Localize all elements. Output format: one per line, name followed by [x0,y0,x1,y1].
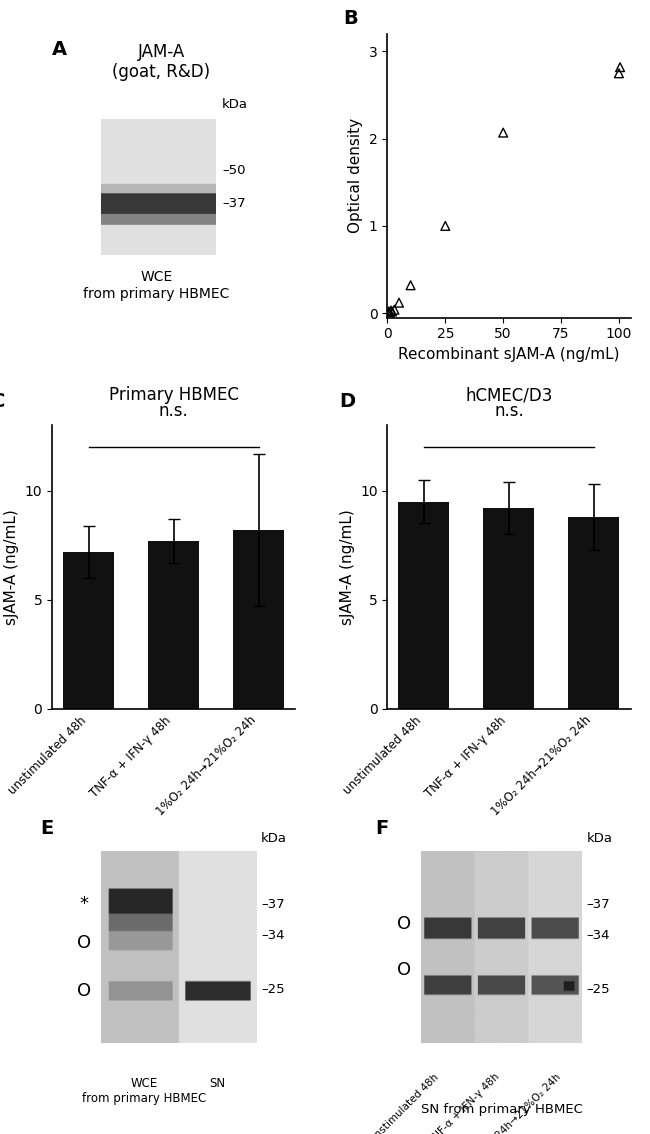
Text: JAM-A
(goat, R&D): JAM-A (goat, R&D) [112,43,211,82]
Point [614,65,624,83]
Point [385,303,395,321]
Text: F: F [375,819,389,838]
Bar [148,541,199,709]
Text: n.s.: n.s. [494,401,524,420]
Title: hCMEC/D3: hCMEC/D3 [465,387,552,404]
Text: –50: –50 [222,164,246,177]
Point [406,277,416,295]
Text: –37: –37 [587,898,610,911]
Text: –37: –37 [261,898,285,911]
Text: kDa: kDa [261,832,287,845]
Bar [484,508,534,709]
Point [384,303,394,321]
Point [385,302,396,320]
Bar [398,501,449,709]
Bar [569,517,619,709]
Point [498,124,508,142]
Text: –34: –34 [261,929,285,942]
Text: TNF-α + IFN-γ 48h: TNF-α + IFN-γ 48h [427,1072,502,1134]
Text: B: B [344,9,358,28]
Text: C: C [0,392,6,412]
Text: E: E [40,819,53,838]
Text: –34: –34 [587,929,610,942]
Point [389,301,400,319]
Text: –25: –25 [587,983,610,996]
Text: –25: –25 [261,983,285,996]
Text: O: O [77,934,90,953]
Y-axis label: Optical density: Optical density [348,118,363,234]
X-axis label: Recombinant sJAM-A (ng/mL): Recombinant sJAM-A (ng/mL) [398,347,619,362]
Title: Primary HBMEC: Primary HBMEC [109,387,239,404]
Y-axis label: sJAM-A (ng/mL): sJAM-A (ng/mL) [339,509,354,625]
Text: WCE
from primary HBMEC: WCE from primary HBMEC [83,270,229,301]
Text: WCE
from primary HBMEC: WCE from primary HBMEC [83,1077,207,1106]
Text: n.s.: n.s. [159,401,188,420]
Bar [233,530,284,709]
Point [387,303,397,321]
Text: –37: –37 [222,197,246,210]
Text: D: D [339,392,355,412]
Text: SN from primary HBMEC: SN from primary HBMEC [421,1102,582,1116]
Text: unstimulated 48h: unstimulated 48h [369,1072,441,1134]
Point [440,217,450,235]
Text: A: A [52,40,67,59]
Text: O: O [77,982,90,1000]
Text: 1%O₂ 24h→21%O₂ 24h: 1%O₂ 24h→21%O₂ 24h [471,1072,562,1134]
Bar [63,552,114,709]
Point [615,58,625,76]
Point [394,294,404,312]
Text: O: O [397,915,411,933]
Text: kDa: kDa [587,832,613,845]
Text: SN: SN [209,1077,226,1090]
Text: O: O [397,960,411,979]
Y-axis label: sJAM-A (ng/mL): sJAM-A (ng/mL) [4,509,19,625]
Text: kDa: kDa [222,98,248,111]
Text: *: * [79,896,88,914]
